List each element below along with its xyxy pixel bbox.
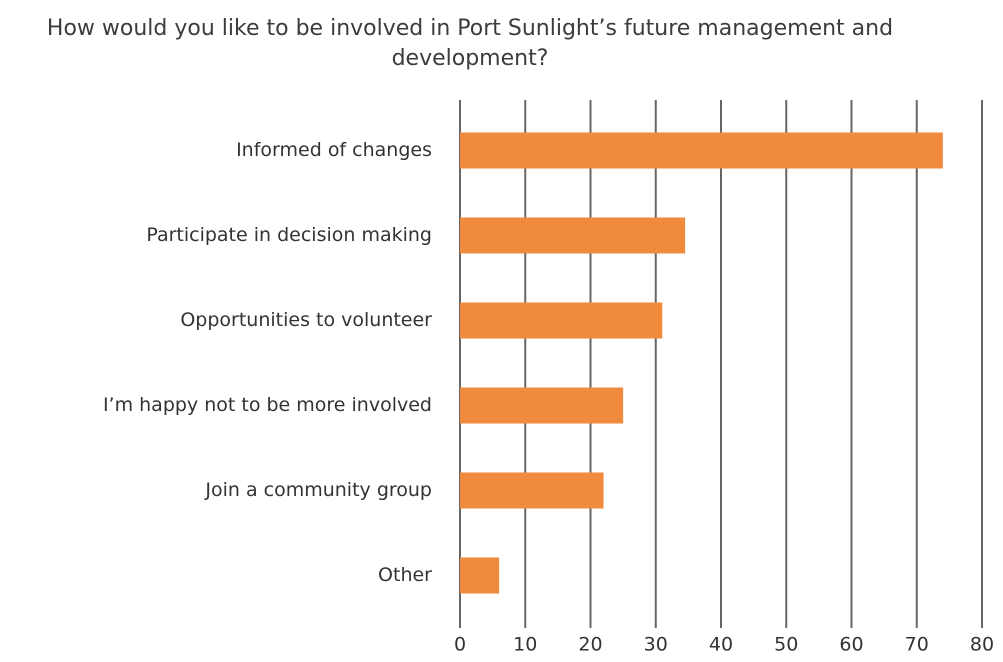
x-tick-label: 80 (970, 634, 994, 656)
bar (460, 217, 686, 254)
y-tick-label: Participate in decision making (146, 224, 432, 246)
y-tick-label: I’m happy not to be more involved (103, 394, 432, 416)
bar (460, 132, 943, 169)
x-tick-label: 0 (454, 634, 466, 656)
y-tick-label: Other (378, 564, 432, 586)
y-tick-label: Informed of changes (236, 139, 432, 161)
y-tick-label: Opportunities to volunteer (180, 309, 432, 331)
x-tick-label: 50 (774, 634, 798, 656)
x-tick-label: 60 (839, 634, 863, 656)
bar (460, 472, 604, 509)
bar (460, 557, 500, 594)
x-tick-label: 40 (709, 634, 733, 656)
x-tick-label: 30 (644, 634, 668, 656)
bar (460, 387, 624, 424)
x-tick-label: 10 (513, 634, 537, 656)
chart-title: How would you like to be involved in Por… (46, 16, 894, 71)
x-tick-label: 70 (905, 634, 929, 656)
bar (460, 302, 663, 339)
y-tick-label: Join a community group (204, 479, 432, 501)
x-tick-label: 20 (578, 634, 602, 656)
